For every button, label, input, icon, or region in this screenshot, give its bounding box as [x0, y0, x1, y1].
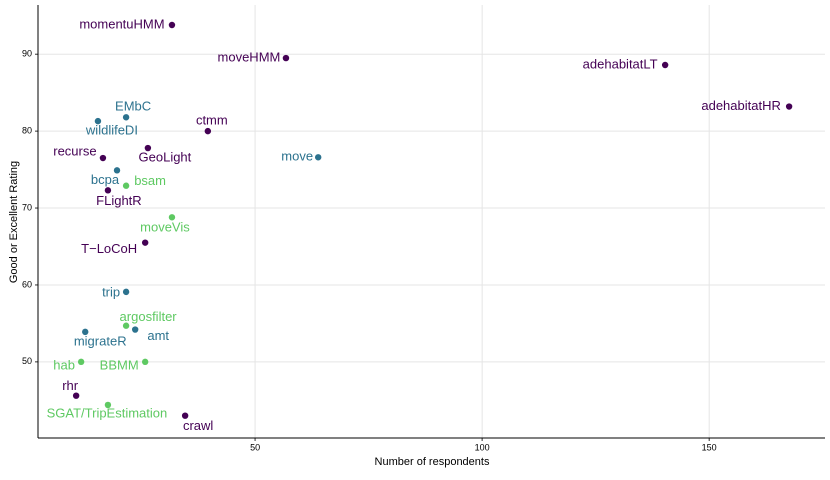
point: [168, 214, 176, 221]
point: [122, 322, 130, 329]
point: [104, 187, 112, 194]
point: [141, 239, 149, 246]
point: [104, 401, 112, 409]
point-label: momentuHMM: [79, 16, 164, 31]
point-label: recurse: [53, 143, 96, 158]
point: [282, 54, 290, 62]
point: [661, 61, 669, 69]
point: [122, 288, 130, 296]
point-label: trip: [102, 284, 120, 299]
point-label: bcpa: [91, 172, 120, 187]
x-tick-label: 150: [702, 442, 717, 452]
point: [144, 144, 152, 152]
point-label: migrateR: [74, 333, 127, 348]
x-tick-label: 100: [475, 442, 490, 452]
point-label: amt: [147, 328, 169, 343]
y-tick-label: 90: [22, 49, 32, 59]
point: [314, 154, 322, 161]
point-label: hab: [53, 357, 75, 372]
point: [181, 412, 189, 419]
point: [99, 154, 107, 162]
point-label: SGAT/TripEstimation: [47, 405, 168, 420]
point: [168, 21, 176, 29]
point: [82, 328, 89, 336]
y-tick-label: 70: [22, 202, 32, 212]
point-label: adehabitatLT: [583, 56, 658, 71]
point-label: crawl: [183, 418, 213, 433]
x-tick-label: 50: [250, 442, 260, 452]
point-label: rhr: [62, 378, 79, 393]
point: [94, 117, 102, 125]
point-label: ctmm: [196, 113, 228, 128]
point: [122, 114, 130, 121]
point-label: argosfilter: [120, 309, 178, 324]
y-tick-label: 50: [22, 356, 32, 366]
point-label: move: [281, 149, 313, 164]
point: [204, 127, 212, 135]
point-label: adehabitatHR: [701, 98, 781, 113]
point-label: bsam: [134, 173, 166, 188]
point-label: FLightR: [96, 193, 142, 208]
y-axis-title: Good or Excellent Rating: [8, 161, 20, 283]
point-label: BBMM: [100, 357, 139, 372]
point: [122, 182, 130, 189]
point-label: GeoLight: [139, 149, 192, 164]
point: [785, 103, 793, 110]
point-label: EMbC: [115, 99, 151, 114]
point: [113, 167, 121, 174]
point: [77, 358, 85, 366]
point-label: T−LoCoH: [81, 241, 137, 256]
point: [72, 392, 80, 399]
y-tick-label: 60: [22, 279, 32, 289]
point-label: wildlifeDI: [85, 123, 138, 138]
x-axis-title: Number of respondents: [375, 456, 490, 468]
point: [141, 358, 149, 366]
y-tick-label: 80: [22, 126, 32, 136]
point-label: moveHMM: [218, 50, 281, 65]
point: [131, 326, 139, 333]
point-label: moveVis: [140, 220, 190, 235]
